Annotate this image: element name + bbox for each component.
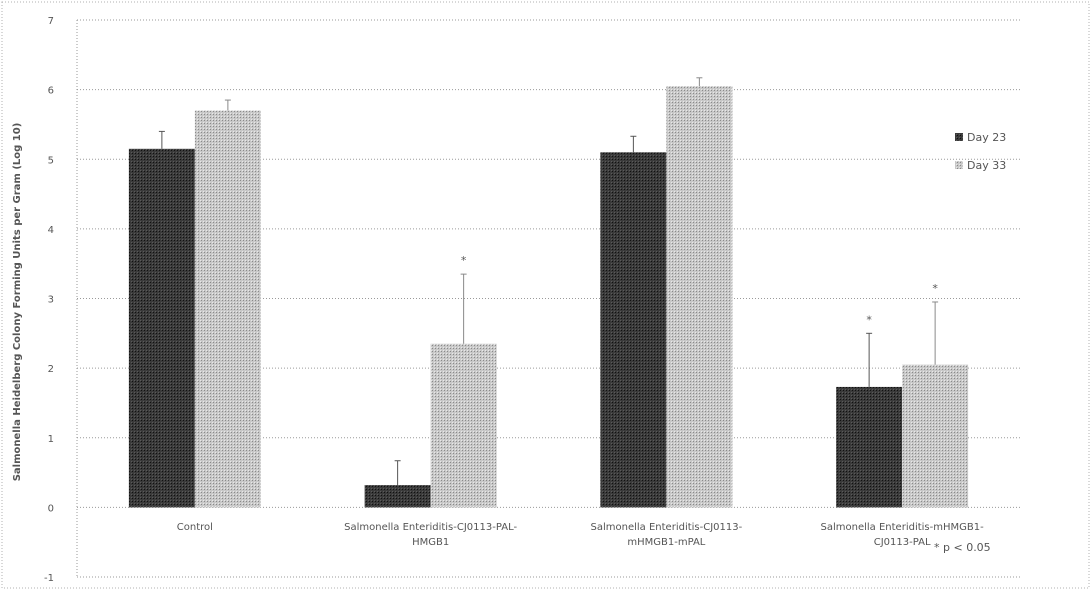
legend-swatch-day33	[955, 161, 963, 169]
x-category-label: Salmonella Enteriditis-CJ0113-PAL-	[344, 522, 517, 533]
x-category-label: CJ0113-PAL	[874, 537, 931, 548]
y-axis: -1 0 1 2 3 4 5 6 7	[44, 16, 78, 584]
x-category-label: mHMGB1-mPAL	[627, 537, 705, 548]
y-tick-label: 5	[48, 155, 54, 166]
x-category-label: HMGB1	[412, 537, 449, 548]
y-tick-label: -1	[44, 573, 54, 584]
x-category-label: Salmonella Enteriditis-mHMGB1-	[821, 522, 985, 533]
y-tick-label: 2	[48, 364, 54, 375]
significance-star: *	[932, 282, 938, 295]
bar-day33	[430, 343, 497, 508]
y-tick-label: 3	[48, 295, 54, 306]
bar-day23	[836, 386, 903, 508]
legend-label: Day 33	[967, 159, 1006, 172]
bar-day23	[364, 485, 431, 508]
bar-day23	[600, 152, 667, 508]
x-category-label: Control	[177, 522, 213, 533]
significance-star: *	[866, 313, 872, 326]
legend: Day 23 Day 33	[955, 131, 1006, 172]
significance-markers: * * *	[461, 254, 939, 326]
y-tick-label: 4	[48, 225, 54, 236]
legend-label: Day 23	[967, 131, 1006, 144]
bar-day33	[902, 364, 969, 508]
bar-day23	[128, 148, 195, 508]
y-tick-label: 0	[48, 503, 54, 514]
y-axis-title: Salmonella Heidelberg Colony Forming Uni…	[12, 123, 23, 482]
x-category-label: Salmonella Enteriditis-CJ0113-	[591, 522, 743, 533]
legend-swatch-day23	[955, 133, 963, 141]
gridlines	[77, 19, 1020, 578]
y-tick-label: 6	[48, 86, 54, 97]
bar-day33	[666, 86, 733, 508]
error-bars	[158, 77, 939, 486]
x-axis-labels: Control Salmonella Enteriditis-CJ0113-PAL…	[177, 522, 984, 548]
bars	[128, 86, 969, 508]
y-tick-label: 7	[48, 16, 54, 27]
significance-note: * p < 0.05	[934, 541, 991, 554]
y-tick-label: 1	[48, 434, 54, 445]
significance-star: *	[461, 254, 467, 267]
bar-day33	[194, 110, 261, 508]
